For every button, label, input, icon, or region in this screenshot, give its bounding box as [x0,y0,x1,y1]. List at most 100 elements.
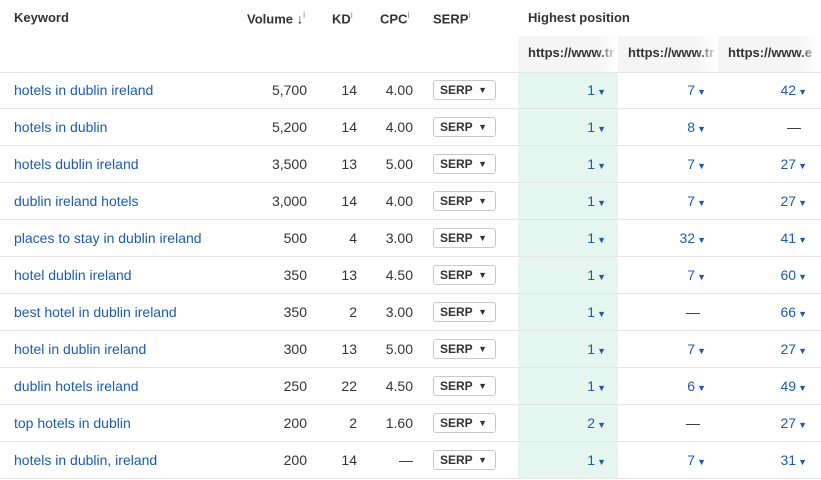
triangle-down-icon[interactable]: ▼ [697,457,706,467]
info-icon[interactable]: i [303,10,306,20]
triangle-down-icon[interactable]: ▼ [798,346,807,356]
caret-down-icon: ▼ [478,159,487,169]
triangle-down-icon[interactable]: ▼ [798,383,807,393]
url-column-header[interactable]: https://www.e [728,36,821,72]
header-kd[interactable]: KDi [332,10,353,27]
position-cell[interactable]: 1 ▼ [518,109,606,145]
url-column-header[interactable]: https://www.tr [528,36,618,72]
position-cell[interactable]: 42 ▼ [718,72,808,108]
triangle-down-icon[interactable]: ▼ [798,235,807,245]
triangle-down-icon[interactable]: ▼ [597,346,606,356]
serp-dropdown-button[interactable]: SERP ▼ [433,228,496,248]
triangle-down-icon[interactable]: ▼ [697,235,706,245]
triangle-down-icon[interactable]: ▼ [597,124,606,134]
position-cell[interactable]: 1 ▼ [518,72,606,108]
position-cell[interactable]: 41 ▼ [718,220,808,256]
triangle-down-icon[interactable]: ▼ [697,272,706,282]
triangle-down-icon[interactable]: ▼ [798,198,807,208]
header-volume[interactable]: Volume ↓i [247,10,306,27]
position-cell[interactable]: 60 ▼ [718,257,808,293]
triangle-down-icon[interactable]: ▼ [697,383,706,393]
position-cell[interactable]: 1 ▼ [518,183,606,219]
keyword-link[interactable]: hotel dublin ireland [14,267,132,283]
triangle-down-icon[interactable]: ▼ [697,346,706,356]
position-cell[interactable]: 1 ▼ [518,220,606,256]
header-cpc[interactable]: CPCi [380,10,410,27]
triangle-down-icon[interactable]: ▼ [597,457,606,467]
position-value: 1 [587,452,596,468]
serp-dropdown-button[interactable]: SERP ▼ [433,80,496,100]
position-cell[interactable]: 1 ▼ [518,442,606,478]
keyword-link[interactable]: places to stay in dublin ireland [14,230,202,246]
keyword-link[interactable]: dublin hotels ireland [14,378,139,394]
info-icon[interactable]: i [350,10,353,20]
serp-dropdown-button[interactable]: SERP ▼ [433,117,496,137]
position-cell[interactable]: 7 ▼ [618,331,706,367]
info-icon[interactable]: i [407,10,410,20]
keyword-link[interactable]: dublin ireland hotels [14,193,139,209]
triangle-down-icon[interactable]: ▼ [597,235,606,245]
info-icon[interactable]: i [468,10,471,20]
position-cell[interactable]: 6 ▼ [618,368,706,404]
position-cell[interactable]: 32 ▼ [618,220,707,256]
position-cell[interactable]: 7 ▼ [618,442,706,478]
serp-dropdown-button[interactable]: SERP ▼ [433,413,496,433]
position-value: 1 [587,82,596,98]
position-cell[interactable]: 7 ▼ [618,183,706,219]
triangle-down-icon[interactable]: ▼ [798,161,807,171]
table-row: dublin hotels ireland 250 22 4.50 SERP ▼ … [0,368,821,405]
serp-dropdown-button[interactable]: SERP ▼ [433,154,496,174]
position-cell[interactable]: 1 ▼ [518,294,606,330]
triangle-down-icon[interactable]: ▼ [597,87,606,97]
keyword-link[interactable]: hotels in dublin ireland [14,82,154,98]
serp-dropdown-button[interactable]: SERP ▼ [433,302,496,322]
keyword-link[interactable]: hotels in dublin [14,119,108,135]
position-cell[interactable]: 7 ▼ [618,257,706,293]
position-cell[interactable]: 2 ▼ [518,405,606,441]
triangle-down-icon[interactable]: ▼ [798,309,807,319]
triangle-down-icon[interactable]: ▼ [597,161,606,171]
serp-dropdown-button[interactable]: SERP ▼ [433,450,496,470]
serp-dropdown-button[interactable]: SERP ▼ [433,191,496,211]
position-cell[interactable]: 49 ▼ [718,368,808,404]
triangle-down-icon[interactable]: ▼ [697,87,706,97]
position-cell[interactable]: 27 ▼ [718,146,808,182]
triangle-down-icon[interactable]: ▼ [597,420,606,430]
position-cell[interactable]: 1 ▼ [518,368,606,404]
triangle-down-icon[interactable]: ▼ [798,420,807,430]
position-cell[interactable]: 7 ▼ [618,146,706,182]
position-value: 42 [780,82,797,98]
position-cell[interactable]: 1 ▼ [518,257,606,293]
position-cell[interactable]: 66 ▼ [718,294,808,330]
triangle-down-icon[interactable]: ▼ [697,161,706,171]
position-cell[interactable]: 27 ▼ [718,331,808,367]
serp-dropdown-button[interactable]: SERP ▼ [433,339,496,359]
position-cell[interactable]: 31 ▼ [718,442,808,478]
triangle-down-icon[interactable]: ▼ [597,198,606,208]
triangle-down-icon[interactable]: ▼ [697,124,706,134]
triangle-down-icon[interactable]: ▼ [597,309,606,319]
triangle-down-icon[interactable]: ▼ [597,383,606,393]
header-keyword[interactable]: Keyword [14,10,69,25]
keyword-link[interactable]: hotels dublin ireland [14,156,139,172]
serp-dropdown-button[interactable]: SERP ▼ [433,265,496,285]
position-cell[interactable]: 1 ▼ [518,331,606,367]
header-serp[interactable]: SERPi [433,10,471,27]
position-cell[interactable]: 27 ▼ [718,183,808,219]
triangle-down-icon[interactable]: ▼ [697,198,706,208]
kd-value: 13 [341,341,357,357]
position-cell[interactable]: 7 ▼ [618,72,706,108]
position-cell[interactable]: 1 ▼ [518,146,606,182]
position-cell[interactable]: 8 ▼ [618,109,706,145]
keyword-link[interactable]: hotels in dublin, ireland [14,452,158,468]
keyword-link[interactable]: best hotel in dublin ireland [14,304,177,320]
position-cell[interactable]: 27 ▼ [718,405,808,441]
triangle-down-icon[interactable]: ▼ [798,457,807,467]
triangle-down-icon[interactable]: ▼ [798,272,807,282]
keyword-link[interactable]: hotel in dublin ireland [14,341,147,357]
serp-dropdown-button[interactable]: SERP ▼ [433,376,496,396]
triangle-down-icon[interactable]: ▼ [798,87,807,97]
triangle-down-icon[interactable]: ▼ [597,272,606,282]
keyword-link[interactable]: top hotels in dublin [14,415,131,431]
url-column-header[interactable]: https://www.tr [628,36,718,72]
